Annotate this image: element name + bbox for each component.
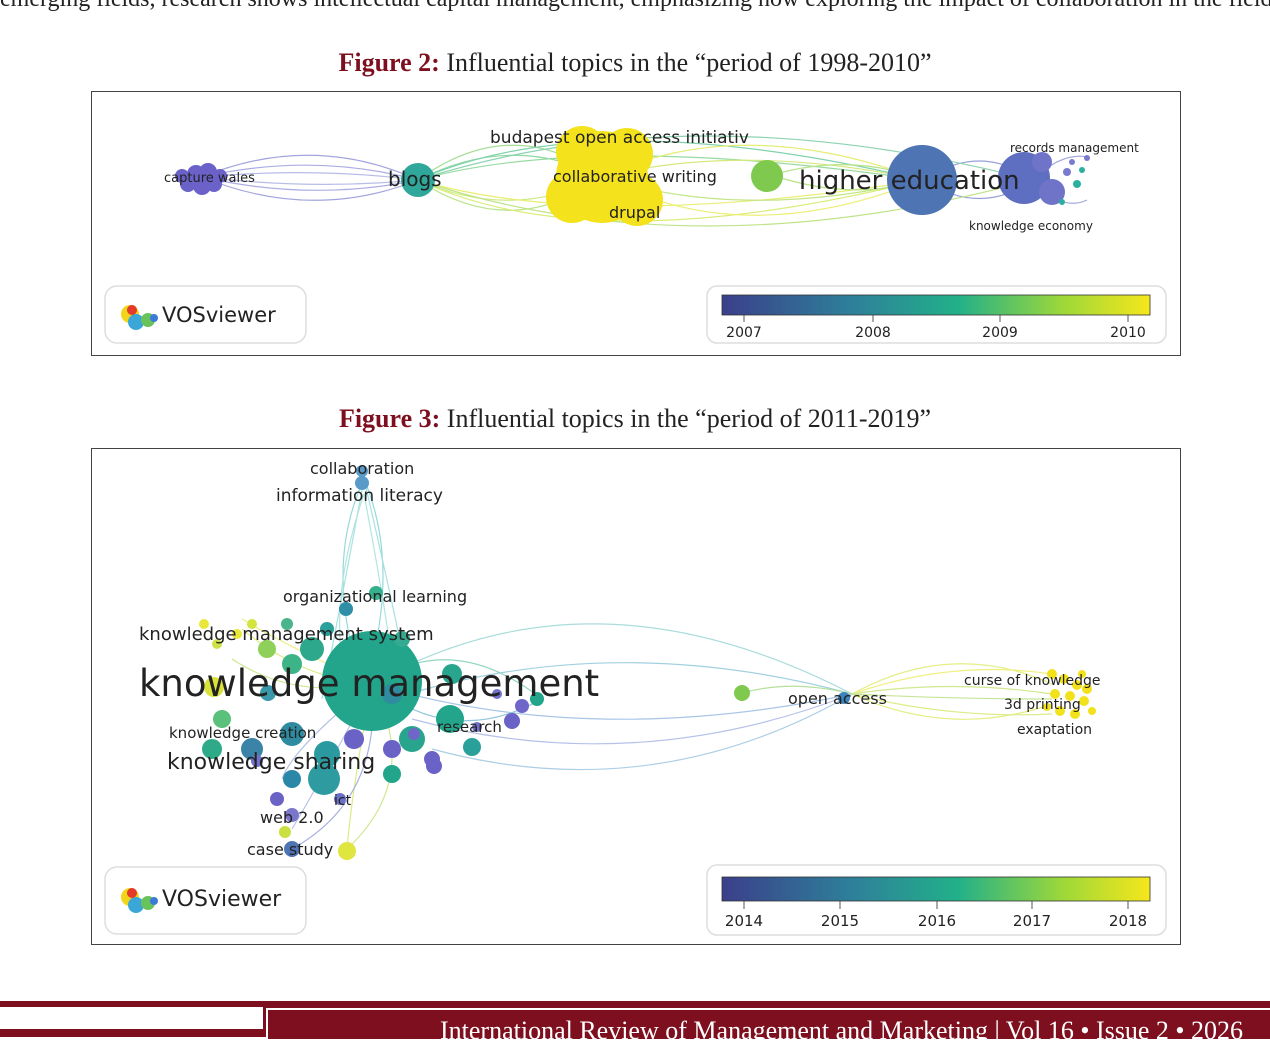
vosviewer-logo-icon: [121, 305, 158, 330]
label-web-2-0: web 2.0: [260, 808, 324, 827]
label-knowledge-management: knowledge management: [139, 662, 599, 705]
figure-2-network-map: capture wales blogs budapest open access…: [91, 91, 1181, 356]
vosviewer-logo-text: VOSviewer: [162, 887, 282, 912]
label-knowledge-management-system: knowledge management system: [139, 624, 434, 645]
legend-tick: 2017: [1013, 912, 1051, 930]
footer-separator: |: [994, 1016, 1006, 1045]
label-knowledge-creation: knowledge creation: [169, 724, 316, 742]
figure-3-network-map: collaboration information literacy organ…: [91, 448, 1181, 945]
vosviewer-logo: VOSviewer: [104, 285, 307, 344]
figure-2-caption-text: Influential topics in the “period of 199…: [446, 48, 932, 77]
footer-journal-name: International Review of Management and M…: [440, 1016, 988, 1045]
label-curse-of-knowledge: curse of knowledge: [964, 673, 1101, 689]
footer-issue: Vol 16 • Issue 2 • 2026: [1005, 1016, 1244, 1045]
label-exaptation: exaptation: [1017, 722, 1092, 738]
preceding-text-line: emerging fields, research shows intellec…: [0, 0, 1270, 13]
label-organizational-learning: organizational learning: [283, 587, 467, 606]
footer-box: [266, 1008, 1270, 1039]
label-3d-printing: 3d printing: [1004, 697, 1081, 713]
label-knowledge-sharing: knowledge sharing: [167, 750, 375, 775]
legend-tick: 2010: [1110, 325, 1146, 341]
legend-tick: 2007: [726, 325, 762, 341]
year-color-legend: 2007 2008 2009 2010: [706, 285, 1167, 344]
label-blogs: blogs: [388, 167, 442, 191]
label-collaborative-writing: collaborative writing: [553, 167, 717, 186]
vosviewer-logo-icon: [121, 888, 158, 913]
figure-2-caption: Figure 2: Influential topics in the “per…: [0, 48, 1270, 78]
label-case-study: case study: [247, 840, 333, 859]
footer-journal-info: International Review of Management and M…: [440, 1016, 1243, 1046]
label-open-access: open access: [788, 689, 887, 708]
network-nodes: [199, 465, 1096, 860]
label-information-literacy: information literacy: [276, 486, 443, 506]
label-higher-education: higher education: [799, 166, 1020, 196]
label-budapest-open-access: budapest open access initiativ: [490, 128, 749, 148]
figure-3-caption: Figure 3: Influential topics in the “per…: [0, 404, 1270, 434]
vosviewer-logo-text: VOSviewer: [162, 303, 276, 327]
legend-tick: 2014: [725, 912, 763, 930]
label-knowledge-economy: knowledge economy: [969, 219, 1093, 233]
label-research: research: [437, 718, 502, 736]
figure-3-caption-text: Influential topics in the “period of 201…: [446, 404, 932, 433]
figure-3-label: Figure 3:: [338, 404, 441, 433]
label-ict: ict: [334, 793, 352, 809]
label-records-management: records management: [1010, 141, 1139, 155]
network-nodes: [175, 126, 1090, 226]
vosviewer-logo: VOSviewer: [104, 866, 307, 935]
year-color-legend: 2014 2015 2016 2017 2018: [706, 864, 1167, 936]
label-drupal: drupal: [609, 203, 660, 222]
label-capture-wales: capture wales: [164, 171, 255, 186]
label-collaboration: collaboration: [310, 459, 414, 478]
footer-notch: [0, 1007, 263, 1029]
legend-tick: 2018: [1109, 912, 1147, 930]
legend-tick: 2009: [982, 325, 1018, 341]
legend-tick: 2015: [821, 912, 859, 930]
legend-tick: 2016: [918, 912, 956, 930]
figure-2-label: Figure 2:: [338, 48, 440, 77]
legend-tick: 2008: [855, 325, 891, 341]
